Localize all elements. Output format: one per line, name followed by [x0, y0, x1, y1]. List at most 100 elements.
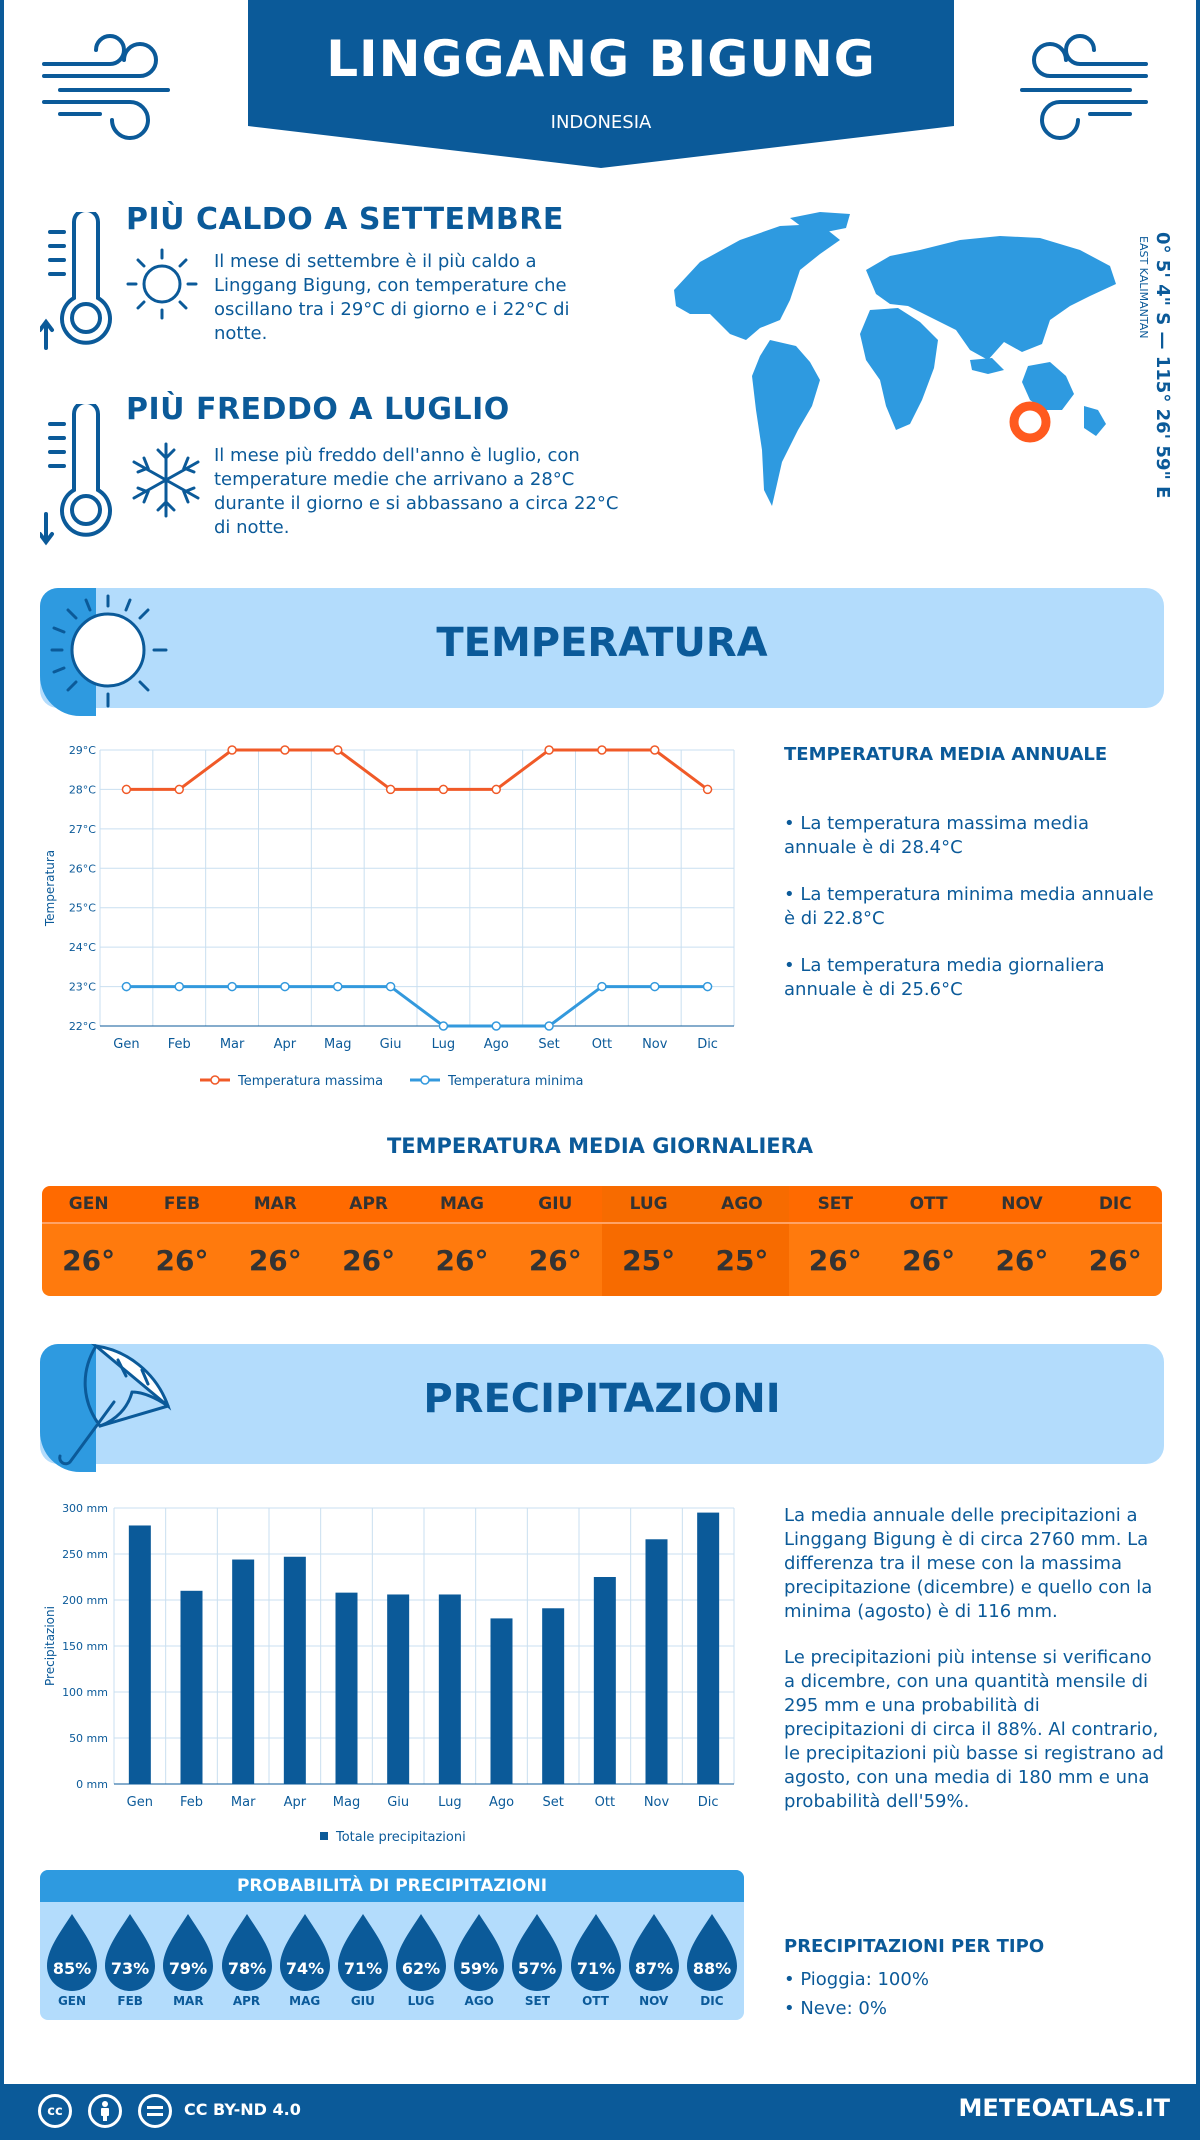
x-tick-label: Mar	[231, 1795, 256, 1810]
precipitation-bar	[232, 1559, 255, 1784]
country-label: INDONESIA	[550, 112, 652, 133]
probability-drop: 85% GEN	[44, 1912, 100, 2008]
data-point	[280, 745, 290, 755]
month-label: SET	[788, 1186, 882, 1224]
data-point	[491, 784, 501, 795]
umbrella-rain-icon	[58, 1343, 172, 1466]
precipitation-details: Le precipitazioni più intense si verific…	[784, 1647, 1164, 1812]
x-tick-label: Dic	[698, 1795, 719, 1810]
month-label: MAR	[228, 1186, 322, 1224]
legend-swatch	[320, 1832, 328, 1840]
x-tick-label: Lug	[432, 1037, 456, 1052]
month-label: APR	[232, 1994, 261, 2008]
temperature-value: 26°	[975, 1224, 1069, 1296]
x-tick-label: Ott	[595, 1795, 615, 1810]
y-axis-label: Precipitazioni	[43, 1606, 57, 1686]
y-tick-label: 50 mm	[69, 1732, 108, 1745]
snowflake-icon	[132, 442, 200, 518]
probability-drop: 74% MAG	[277, 1912, 333, 2008]
raindrop-icon: 59%	[454, 1914, 505, 1991]
month-label: AGO	[464, 1994, 494, 2008]
legend-label: Temperatura massima	[237, 1074, 383, 1089]
raindrop-icon: 71%	[337, 1914, 388, 1991]
raindrop-icon: 74%	[279, 1914, 330, 1991]
temperature-banner	[40, 588, 1164, 708]
data-point	[650, 981, 660, 992]
temperature-value: 26°	[508, 1224, 602, 1296]
x-tick-label: Gen	[127, 1795, 153, 1810]
x-tick-label: Set	[542, 1795, 563, 1810]
daily-temperature-title: TEMPERATURA MEDIA GIORNALIERA	[386, 1134, 814, 1158]
temperature-value: 26°	[321, 1224, 416, 1296]
temperature-chart: 22°C 23°C 24°C 25°C 26°C 27°C 28°C 29°C Gen Feb Ma…	[43, 744, 735, 1089]
data-point	[385, 981, 396, 992]
precipitation-bar	[283, 1556, 306, 1784]
legend-label: Temperatura minima	[447, 1074, 584, 1089]
y-tick-label: 100 mm	[62, 1686, 108, 1699]
data-point	[597, 981, 607, 992]
precipitation-section-title: PRECIPITAZIONI	[423, 1376, 781, 1422]
data-point	[280, 981, 290, 992]
data-point	[333, 981, 343, 992]
raindrop-icon: 71%	[570, 1914, 621, 1991]
data-point	[597, 745, 607, 755]
data-point	[227, 981, 237, 992]
probability-value: 87%	[635, 1959, 673, 1978]
precipitation-chart: 0 mm 50 mm 100 mm 150 mm 200 mm 250 mm 300 mm G…	[43, 1502, 735, 1845]
month-label: MAG	[415, 1186, 509, 1224]
precipitation-bar	[490, 1618, 513, 1784]
y-tick-label: 24°C	[69, 941, 96, 954]
raindrop-icon: 88%	[686, 1914, 737, 1991]
coordinates: 0° 5' 4" S — 115° 26' 59" E	[1152, 232, 1173, 499]
x-tick-label: Ago	[489, 1795, 514, 1810]
probability-drop: 87% NOV	[626, 1912, 682, 2008]
hot-text: Il mese di settembre è il più caldo a Li…	[214, 251, 570, 344]
month-label: MAR	[173, 1994, 204, 2008]
probability-value: 74%	[286, 1959, 324, 1978]
probability-drop: 62% LUG	[393, 1912, 449, 2008]
temperature-value: 26°	[135, 1224, 229, 1296]
probability-drop: 78% APR	[219, 1912, 275, 2008]
x-tick-label: Apr	[274, 1037, 297, 1052]
raindrop-icon: 85%	[47, 1914, 97, 1991]
month-label: OTT	[582, 1994, 609, 2008]
month-label: SET	[524, 1994, 550, 2008]
probability-drop: 88% DIC	[684, 1912, 740, 2008]
data-point	[174, 981, 184, 992]
month-label: LUG	[601, 1186, 696, 1224]
cold-title: PIÙ FREDDO A LUGLIO	[126, 392, 510, 427]
x-tick-label: Mag	[324, 1037, 351, 1052]
temperature-value: 26°	[42, 1224, 136, 1296]
hot-title: PIÙ CALDO A SETTEMBRE	[126, 202, 564, 237]
x-tick-label: Giu	[380, 1037, 402, 1052]
annual-mean-temperature: • La temperatura media giornaliera annua…	[784, 955, 1105, 1000]
month-label: GIU	[508, 1186, 602, 1224]
precipitation-bar	[335, 1592, 358, 1784]
data-point	[491, 1021, 501, 1031]
precipitation-bar	[593, 1577, 616, 1784]
daily-cell: GIU 26°	[508, 1186, 602, 1296]
cold-text: Il mese più freddo dell'anno è luglio, c…	[214, 445, 619, 538]
series-line	[126, 985, 708, 1028]
y-tick-label: 23°C	[69, 981, 96, 994]
x-tick-label: Nov	[644, 1795, 670, 1810]
temperature-value: 26°	[788, 1224, 882, 1296]
annual-temperature-title: TEMPERATURA MEDIA ANNUALE	[784, 744, 1108, 765]
month-label: AGO	[695, 1186, 789, 1224]
probability-value: 71%	[576, 1959, 614, 1978]
annual-min-temperature: • La temperatura minima media annuale è …	[784, 884, 1154, 929]
temperature-value: 25°	[695, 1224, 789, 1296]
data-point	[385, 784, 396, 795]
attribution-icon	[88, 2094, 122, 2128]
thermometer-icon	[40, 404, 112, 546]
site-link[interactable]: METEOATLAS.IT	[958, 2094, 1170, 2122]
y-tick-label: 25°C	[69, 902, 96, 915]
data-point	[702, 784, 713, 795]
probability-drop: 71% OTT	[568, 1912, 624, 2008]
probability-value: 62%	[402, 1959, 440, 1978]
daily-cell: MAR 26°	[228, 1186, 322, 1296]
location-marker-icon	[1009, 401, 1051, 443]
daily-cell: AGO 25°	[695, 1186, 789, 1296]
daily-cell: OTT 26°	[881, 1186, 976, 1296]
x-tick-label: Giu	[387, 1795, 409, 1810]
